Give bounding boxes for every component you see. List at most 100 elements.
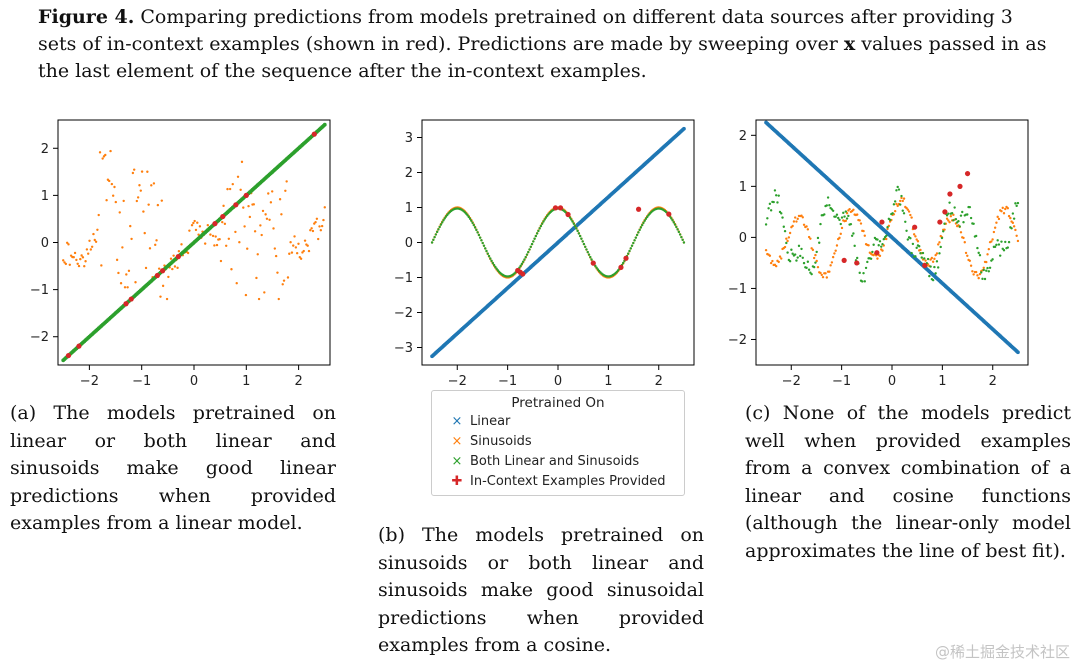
data-point	[239, 188, 242, 191]
data-point	[85, 248, 89, 251]
data-point	[812, 256, 816, 260]
data-point	[288, 252, 291, 255]
data-point	[260, 233, 263, 237]
example-point	[128, 296, 134, 302]
data-point	[678, 233, 682, 236]
data-point	[876, 238, 879, 241]
example-point	[160, 268, 166, 274]
data-point	[165, 297, 169, 301]
legend-x-marker-icon: ×	[451, 453, 463, 469]
data-point	[627, 252, 630, 255]
data-point	[196, 221, 199, 224]
data-point	[681, 238, 684, 242]
data-point	[805, 225, 808, 228]
data-point	[769, 261, 773, 265]
data-point	[931, 260, 935, 263]
data-point	[947, 212, 950, 215]
data-point	[147, 203, 150, 206]
data-point	[267, 192, 270, 195]
data-point	[800, 247, 803, 251]
y-tick-label: 1	[41, 189, 49, 204]
data-point	[768, 254, 772, 257]
data-point	[676, 228, 679, 231]
data-point	[130, 237, 133, 241]
x-tick-label: 2	[989, 374, 997, 389]
data-point	[319, 229, 323, 232]
data-point	[974, 234, 978, 238]
data-point	[525, 253, 529, 256]
data-point	[138, 184, 141, 187]
data-point	[303, 239, 307, 242]
data-point	[891, 212, 894, 215]
data-point	[281, 283, 284, 286]
example-point	[154, 272, 160, 279]
series-sinusoids	[62, 149, 326, 301]
data-point	[261, 209, 265, 213]
data-point	[848, 207, 851, 211]
y-tick-label: −1	[728, 282, 747, 297]
data-point	[993, 226, 997, 229]
data-point	[259, 224, 262, 227]
data-point	[959, 231, 963, 234]
data-point	[243, 225, 246, 228]
data-point	[484, 247, 487, 250]
x-tick-label: 0	[190, 374, 198, 389]
data-point	[135, 199, 139, 203]
data-point	[682, 126, 686, 131]
data-point	[122, 199, 125, 203]
data-point	[101, 157, 104, 160]
legend-item-examples: ✚ In-Context Examples Provided	[432, 471, 684, 491]
data-point	[902, 212, 906, 215]
data-point	[540, 222, 544, 225]
data-point	[472, 223, 476, 227]
example-point	[666, 211, 672, 217]
series-both	[430, 207, 686, 278]
data-point	[586, 250, 589, 254]
x-tick-label: −1	[498, 374, 517, 389]
data-point	[837, 216, 840, 220]
x-tick-label: −1	[132, 374, 151, 389]
data-point	[999, 254, 1002, 257]
x-tick-label: −2	[80, 374, 99, 389]
data-point	[893, 200, 897, 203]
data-point	[767, 207, 770, 210]
data-point	[572, 222, 576, 225]
data-point	[127, 269, 131, 273]
data-point	[977, 276, 980, 280]
figure-label: Figure 4.	[38, 6, 135, 28]
data-point	[491, 261, 495, 265]
data-point	[98, 151, 102, 154]
data-point	[935, 260, 939, 263]
data-point	[1000, 240, 1003, 243]
data-point	[823, 213, 826, 216]
data-point	[840, 226, 844, 230]
data-point	[277, 297, 280, 301]
data-point	[976, 246, 979, 250]
data-point	[573, 224, 577, 228]
data-point	[950, 212, 954, 215]
data-point	[570, 218, 573, 221]
data-point	[793, 216, 797, 219]
series-examples	[515, 205, 672, 277]
data-point	[926, 257, 930, 261]
data-point	[853, 244, 856, 248]
data-point	[996, 239, 999, 242]
data-point	[838, 236, 841, 240]
data-point	[143, 231, 146, 235]
data-point	[787, 236, 791, 239]
data-point	[571, 220, 574, 223]
data-point	[278, 198, 282, 201]
data-point	[862, 271, 865, 275]
data-point	[117, 271, 120, 275]
data-point	[915, 246, 918, 250]
data-point	[276, 271, 279, 274]
data-point	[136, 196, 140, 199]
data-point	[293, 235, 296, 238]
data-point	[855, 256, 859, 260]
data-point	[190, 224, 194, 227]
data-point	[280, 213, 283, 216]
data-point	[121, 246, 124, 249]
data-point	[470, 219, 473, 222]
example-point	[618, 264, 624, 270]
data-point	[270, 190, 274, 193]
